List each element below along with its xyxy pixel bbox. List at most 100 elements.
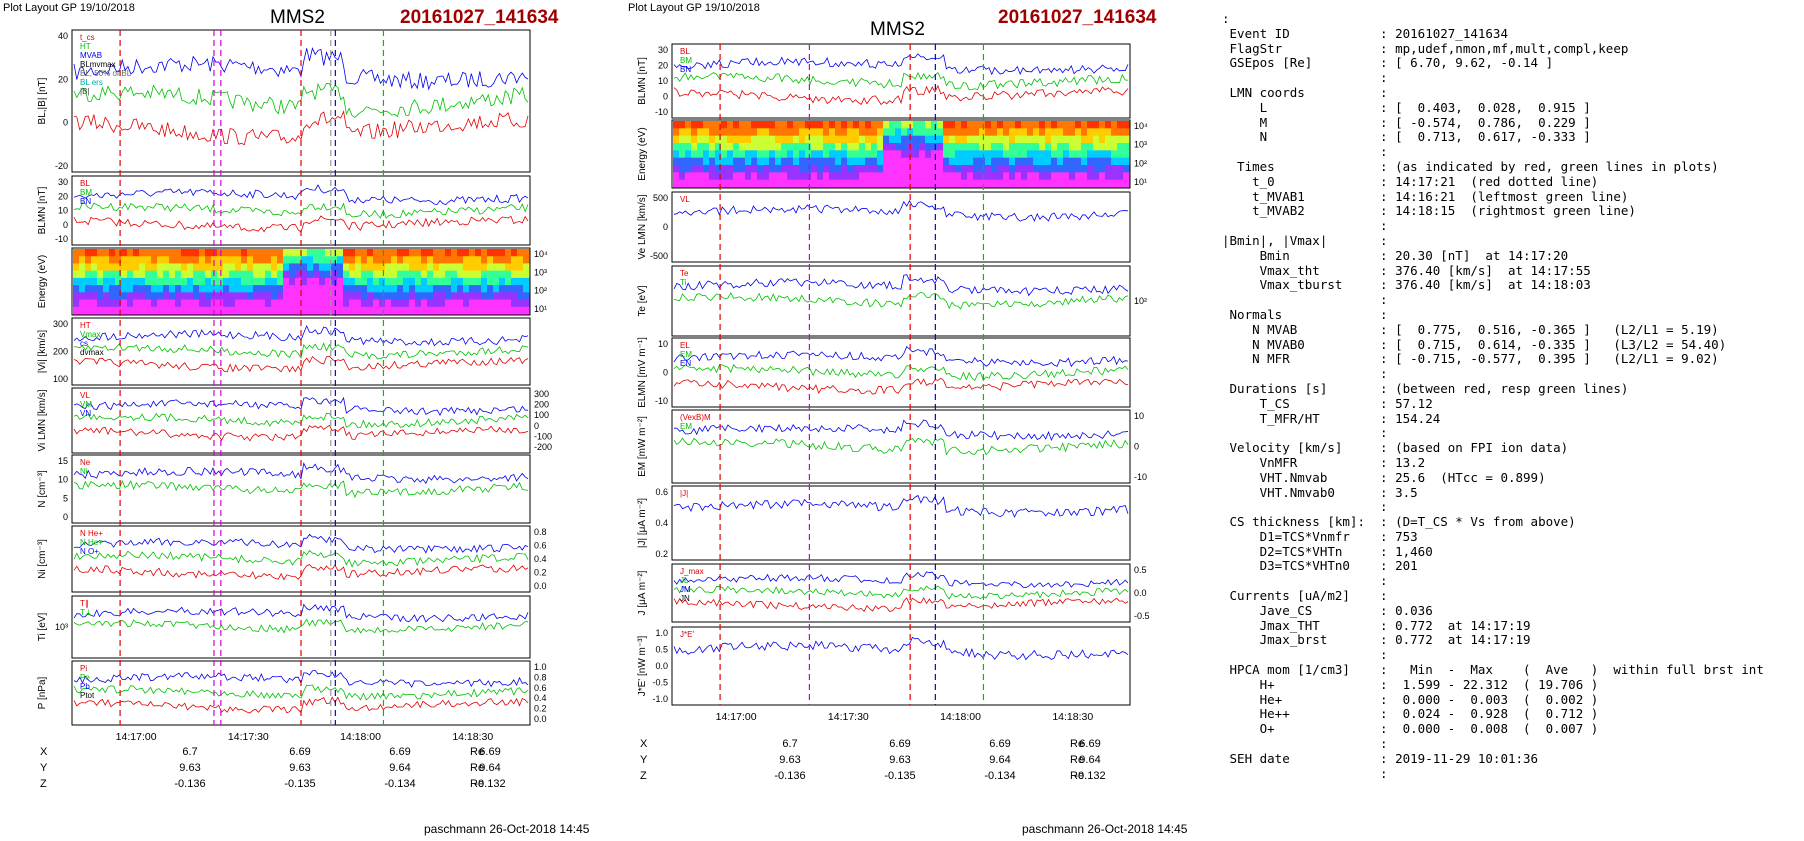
- legend-entry: Ptot: [80, 691, 95, 700]
- spectrogram-cell: [1009, 128, 1016, 137]
- spectrogram-cell: [925, 165, 932, 173]
- spectrogram-cell: [841, 128, 848, 137]
- spectrogram-cell: [151, 292, 158, 301]
- spectrogram-cell: [475, 270, 482, 279]
- tick-label: 0: [1134, 442, 1139, 452]
- spectrogram-cell: [133, 277, 140, 286]
- legend-entry: BN: [80, 197, 91, 206]
- left-position-table: X 6.7 6.69 6.69 6.69 Re Y 9.63 9.63 9.64 9.64 Re Z -0…: [40, 746, 560, 796]
- spectrogram-cell: [109, 256, 116, 264]
- spectrogram-cell: [331, 285, 338, 293]
- spectrogram-cell: [403, 263, 410, 272]
- spectrogram-cell: [805, 179, 812, 188]
- spectrogram-cell: [1105, 143, 1112, 151]
- spectrogram-cell: [1069, 121, 1076, 129]
- position-value: 9.64: [479, 762, 501, 774]
- legend-entry: t_cs: [80, 33, 95, 42]
- spectrogram-cell: [799, 150, 806, 159]
- spectrogram-cell: [499, 299, 506, 308]
- legend-entry: JL: [680, 576, 689, 585]
- spectrogram-cell: [1009, 143, 1016, 151]
- spectrogram-cell: [379, 270, 386, 279]
- spectrogram-cell: [349, 277, 356, 286]
- spectrogram-cell: [1093, 135, 1100, 144]
- spectrogram-cell: [397, 285, 404, 293]
- spectrogram-cell: [361, 249, 368, 257]
- spectrogram-cell: [745, 150, 752, 159]
- tick-label: 10²: [1134, 158, 1147, 168]
- spectrogram-cell: [319, 292, 326, 301]
- spectrogram-cell: [139, 306, 146, 315]
- spectrogram-cell: [403, 299, 410, 308]
- spectrogram-cell: [1087, 128, 1094, 137]
- spectrogram-cell: [337, 306, 344, 315]
- spectrogram-cell: [673, 121, 680, 129]
- spectrogram-cell: [1081, 143, 1088, 151]
- spectrogram-cell: [199, 299, 206, 308]
- info-line: :: [1222, 292, 1388, 308]
- tick-label: 15: [58, 456, 68, 466]
- series-line: [673, 84, 1129, 106]
- legend-entry: Pe: [80, 673, 90, 682]
- spectrogram-cell: [787, 157, 794, 166]
- spectrogram-cell: [307, 285, 314, 293]
- spectrogram-cell: [1075, 135, 1082, 144]
- axis-label: Ti [eV]: [37, 613, 48, 642]
- spectrogram-cell: [943, 165, 950, 173]
- spectrogram-cell: [817, 135, 824, 144]
- spectrogram-cell: [1033, 150, 1040, 159]
- spectrogram-cell: [187, 299, 194, 308]
- spectrogram-cell: [943, 172, 950, 181]
- spectrogram-cell: [919, 165, 926, 173]
- spectrogram-cell: [271, 256, 278, 264]
- spectrogram-cell: [421, 292, 428, 301]
- spectrogram-cell: [307, 306, 314, 315]
- spectrogram-cell: [883, 150, 890, 159]
- spectrogram-cell: [889, 157, 896, 166]
- spectrogram-cell: [283, 249, 290, 257]
- spectrogram-cell: [931, 135, 938, 144]
- spectrogram-cell: [91, 285, 98, 293]
- spectrogram-cell: [913, 135, 920, 144]
- spectrogram-cell: [409, 285, 416, 293]
- spectrogram-cell: [697, 179, 704, 188]
- spectrogram-cell: [727, 165, 734, 173]
- spectrogram-cell: [1075, 143, 1082, 151]
- info-line: Normals :: [1222, 306, 1388, 322]
- spectrogram-cell: [283, 263, 290, 272]
- spectrogram-cell: [1045, 150, 1052, 159]
- spectrogram-cell: [349, 270, 356, 279]
- spectrogram-cell: [775, 121, 782, 129]
- spectrogram-cell: [409, 263, 416, 272]
- spectrogram-cell: [475, 306, 482, 315]
- spectrogram-cell: [355, 256, 362, 264]
- spectrogram-cell: [1015, 165, 1022, 173]
- spectrogram-cell: [889, 150, 896, 159]
- spectrogram-cell: [1057, 150, 1064, 159]
- spectrogram-cell: [373, 249, 380, 257]
- spectrogram-cell: [973, 157, 980, 166]
- spectrogram-cell: [505, 285, 512, 293]
- spectrogram-cell: [145, 256, 152, 264]
- spectrogram-cell: [817, 128, 824, 137]
- spectrogram-cell: [793, 143, 800, 151]
- spectrogram-cell: [721, 143, 728, 151]
- spectrogram-cell: [481, 256, 488, 264]
- tick-label: 0.6: [534, 683, 547, 693]
- spectrogram-cell: [505, 270, 512, 279]
- spectrogram-cell: [1099, 135, 1106, 144]
- spectrogram-cell: [259, 306, 266, 315]
- tick-label: 0: [63, 220, 68, 230]
- tick-label: 0.0: [534, 714, 547, 724]
- spectrogram-cell: [133, 263, 140, 272]
- spectrogram-cell: [139, 277, 146, 286]
- tick-label: 0.5: [655, 645, 668, 655]
- spectrogram-cell: [229, 256, 236, 264]
- spectrogram-cell: [451, 299, 458, 308]
- series-line: [673, 291, 1129, 310]
- spectrogram-cell: [247, 249, 254, 257]
- spectrogram-cell: [925, 179, 932, 188]
- spectrogram-cell: [967, 179, 974, 188]
- spectrogram-cell: [883, 179, 890, 188]
- spectrogram-cell: [85, 285, 92, 293]
